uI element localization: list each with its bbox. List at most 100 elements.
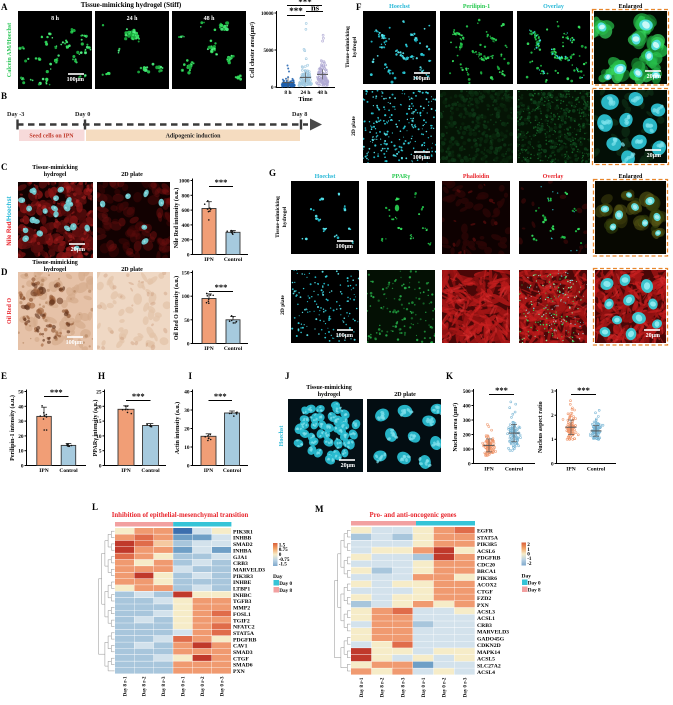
svg-text:Oil Red O: Oil Red O xyxy=(7,298,13,324)
svg-text:20μm: 20μm xyxy=(341,463,355,469)
svg-text:20: 20 xyxy=(96,404,102,410)
svg-text:10000: 10000 xyxy=(261,12,274,17)
svg-text:30: 30 xyxy=(18,419,24,425)
svg-text:10: 10 xyxy=(18,449,24,455)
svg-text:Tissue-mimicking: Tissue-mimicking xyxy=(32,260,78,266)
svg-text:2D plate: 2D plate xyxy=(351,116,357,136)
svg-text:G: G xyxy=(269,168,276,178)
svg-text:Day -3: Day -3 xyxy=(7,111,24,118)
svg-text:24 h: 24 h xyxy=(127,16,139,22)
svg-text:5000: 5000 xyxy=(264,49,275,54)
svg-text:D: D xyxy=(1,267,8,277)
svg-text:Day 0: Day 0 xyxy=(75,111,90,118)
svg-text:A: A xyxy=(1,2,8,12)
svg-text:Perilipin-1: Perilipin-1 xyxy=(463,4,490,10)
svg-text:IPN: IPN xyxy=(39,468,49,474)
svg-text:Hoechst: Hoechst xyxy=(279,426,285,447)
svg-text:8 h: 8 h xyxy=(284,90,291,96)
svg-text:1000: 1000 xyxy=(179,179,190,185)
svg-text:***: *** xyxy=(298,0,312,7)
svg-text:200: 200 xyxy=(182,238,190,244)
svg-text:Adipogenic induction: Adipogenic induction xyxy=(166,134,222,140)
svg-text:Control: Control xyxy=(141,468,160,474)
svg-text:B: B xyxy=(1,91,7,101)
svg-text:Tissue-mimicking: Tissue-mimicking xyxy=(275,196,281,238)
svg-text:Cell cluster area(μm²): Cell cluster area(μm²) xyxy=(249,22,256,78)
svg-text:500: 500 xyxy=(463,389,471,395)
svg-text:Calcein AM/Hoechst: Calcein AM/Hoechst xyxy=(6,22,13,77)
svg-text:PPARγ: PPARγ xyxy=(392,174,411,180)
svg-text:H: H xyxy=(98,371,105,381)
svg-text:Control: Control xyxy=(224,257,243,263)
svg-text:20μm: 20μm xyxy=(647,153,661,159)
svg-text:Tissue-mimicking: Tissue-mimicking xyxy=(32,165,78,171)
svg-text:100μm: 100μm xyxy=(336,244,353,250)
svg-text:Nile Red intensity (a.u.): Nile Red intensity (a.u.) xyxy=(173,188,180,249)
svg-text:100μm: 100μm xyxy=(413,76,430,82)
svg-text:100: 100 xyxy=(463,447,471,453)
svg-text:Tissue-mimicking: Tissue-mimicking xyxy=(306,385,352,391)
svg-text:15: 15 xyxy=(96,419,102,425)
svg-text:0: 0 xyxy=(187,253,190,259)
svg-text:C: C xyxy=(1,162,8,172)
svg-text:Perilipin-1 intensity (a.u.): Perilipin-1 intensity (a.u.) xyxy=(9,395,16,461)
svg-text:20μm: 20μm xyxy=(71,247,85,253)
svg-text:50: 50 xyxy=(184,318,190,324)
svg-text:150: 150 xyxy=(182,271,190,277)
svg-text:8 h: 8 h xyxy=(51,16,60,22)
svg-text:100μm: 100μm xyxy=(413,155,430,161)
svg-text:Nile Red/Hoechst: Nile Red/Hoechst xyxy=(7,196,13,245)
svg-text:800: 800 xyxy=(182,193,190,199)
svg-text:IPN: IPN xyxy=(204,346,214,352)
svg-text:20: 20 xyxy=(18,434,24,440)
svg-text:400: 400 xyxy=(463,403,471,409)
svg-text:30: 30 xyxy=(184,408,190,414)
svg-text:***: *** xyxy=(132,391,145,401)
svg-text:40: 40 xyxy=(18,404,24,410)
svg-text:25: 25 xyxy=(96,390,102,396)
svg-text:hydrogel: hydrogel xyxy=(44,172,67,178)
svg-text:100μm: 100μm xyxy=(67,77,84,83)
svg-text:48 h: 48 h xyxy=(318,90,328,96)
svg-text:20: 20 xyxy=(184,427,190,433)
svg-text:600: 600 xyxy=(182,208,190,214)
svg-text:***: *** xyxy=(289,6,303,16)
svg-text:Time: Time xyxy=(298,96,312,103)
svg-text:0: 0 xyxy=(21,464,24,470)
svg-text:Tissue-mimicking: Tissue-mimicking xyxy=(345,26,351,68)
svg-text:2D plate: 2D plate xyxy=(280,295,286,315)
svg-text:200: 200 xyxy=(463,432,471,438)
svg-text:0: 0 xyxy=(468,461,471,467)
svg-text:F: F xyxy=(356,2,362,12)
svg-text:2D plate: 2D plate xyxy=(121,172,143,178)
svg-text:100: 100 xyxy=(182,294,190,300)
svg-text:IPN: IPN xyxy=(121,468,131,474)
svg-text:10: 10 xyxy=(184,445,190,451)
svg-text:Hoechst: Hoechst xyxy=(389,4,410,10)
svg-text:100μm: 100μm xyxy=(336,333,353,339)
svg-text:Phalloidin: Phalloidin xyxy=(463,174,490,180)
svg-text:Control: Control xyxy=(224,346,243,352)
svg-text:Actin intensity (a.u.): Actin intensity (a.u.) xyxy=(174,402,181,454)
svg-text:Overlay: Overlay xyxy=(543,174,564,180)
svg-text:10: 10 xyxy=(96,434,102,440)
svg-text:IPN: IPN xyxy=(204,257,214,263)
svg-text:Oil Red O intensity (a.u.): Oil Red O intensity (a.u.) xyxy=(173,276,180,340)
svg-text:K: K xyxy=(446,371,453,381)
svg-text:J: J xyxy=(285,371,290,381)
svg-text:0: 0 xyxy=(187,342,190,348)
svg-text:Seed cells on IPN: Seed cells on IPN xyxy=(29,134,74,140)
svg-text:***: *** xyxy=(215,282,228,292)
svg-text:20μm: 20μm xyxy=(647,74,661,80)
svg-text:100μm: 100μm xyxy=(66,340,83,346)
svg-text:hydrogel: hydrogel xyxy=(318,392,341,398)
svg-text:0: 0 xyxy=(187,464,190,470)
svg-text:400: 400 xyxy=(182,223,190,229)
svg-text:hydrogel: hydrogel xyxy=(352,36,358,57)
svg-text:Control: Control xyxy=(223,468,242,474)
svg-text:***: *** xyxy=(214,391,227,401)
svg-text:Hoechst: Hoechst xyxy=(315,174,336,180)
svg-text:ns: ns xyxy=(311,3,320,13)
svg-text:50: 50 xyxy=(18,390,24,396)
svg-text:IPN: IPN xyxy=(204,468,214,474)
